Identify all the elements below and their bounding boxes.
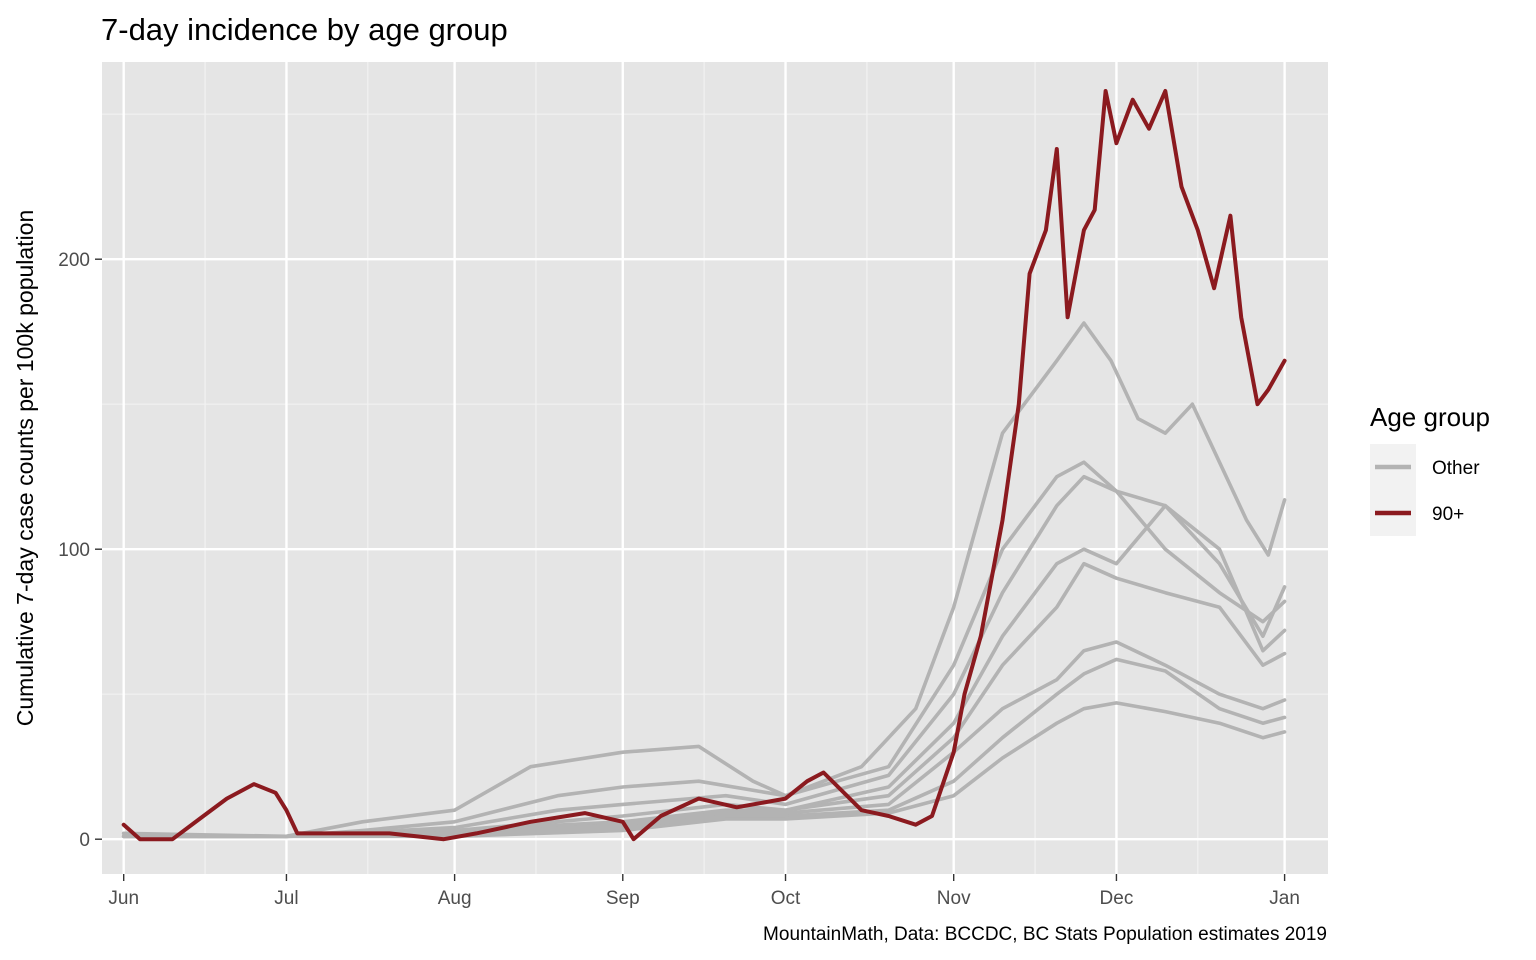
legend-label: Other: [1432, 458, 1480, 479]
major-gridlines: [102, 62, 1328, 874]
x-tick-label: Sep: [606, 888, 640, 909]
x-tick-label: Nov: [937, 888, 971, 909]
y-axis: 0 100 200: [58, 250, 102, 851]
legend-title: Age group: [1370, 402, 1490, 432]
series-line-other-2: [121, 460, 1287, 839]
age-90-series-group: [121, 89, 1287, 842]
x-tick-label: Aug: [438, 888, 472, 909]
x-tick-label: Jun: [108, 888, 139, 909]
series-line-other-3: [121, 474, 1287, 839]
x-tick-label: Oct: [771, 888, 801, 909]
x-tick-label: Dec: [1100, 888, 1134, 909]
series-line-other-5: [121, 561, 1287, 839]
y-tick-label: 200: [58, 250, 90, 271]
series-line-90-plus: [121, 89, 1287, 842]
y-tick-label: 100: [58, 540, 90, 561]
series-line-other-7: [121, 657, 1287, 839]
y-tick-label: 0: [79, 830, 90, 851]
legend: Age group Other 90+: [1370, 402, 1490, 536]
other-series-group: [121, 321, 1287, 839]
minor-gridlines: [102, 62, 1328, 874]
series-line-other-1: [121, 321, 1287, 839]
y-axis-label: Cumulative 7-day case counts per 100k po…: [12, 210, 38, 727]
series-line-other-4: [121, 503, 1287, 839]
x-tick-label: Jan: [1269, 888, 1300, 909]
chart-title: 7-day incidence by age group: [101, 12, 508, 47]
plot-panel: [102, 62, 1328, 874]
x-tick-label: Jul: [274, 888, 298, 909]
series-line-other-8: [121, 701, 1287, 839]
x-axis: Jun Jul Aug Sep Oct Nov Dec Jan: [108, 874, 1300, 909]
legend-label: 90+: [1432, 504, 1464, 525]
chart-caption: MountainMath, Data: BCCDC, BC Stats Popu…: [763, 924, 1327, 945]
